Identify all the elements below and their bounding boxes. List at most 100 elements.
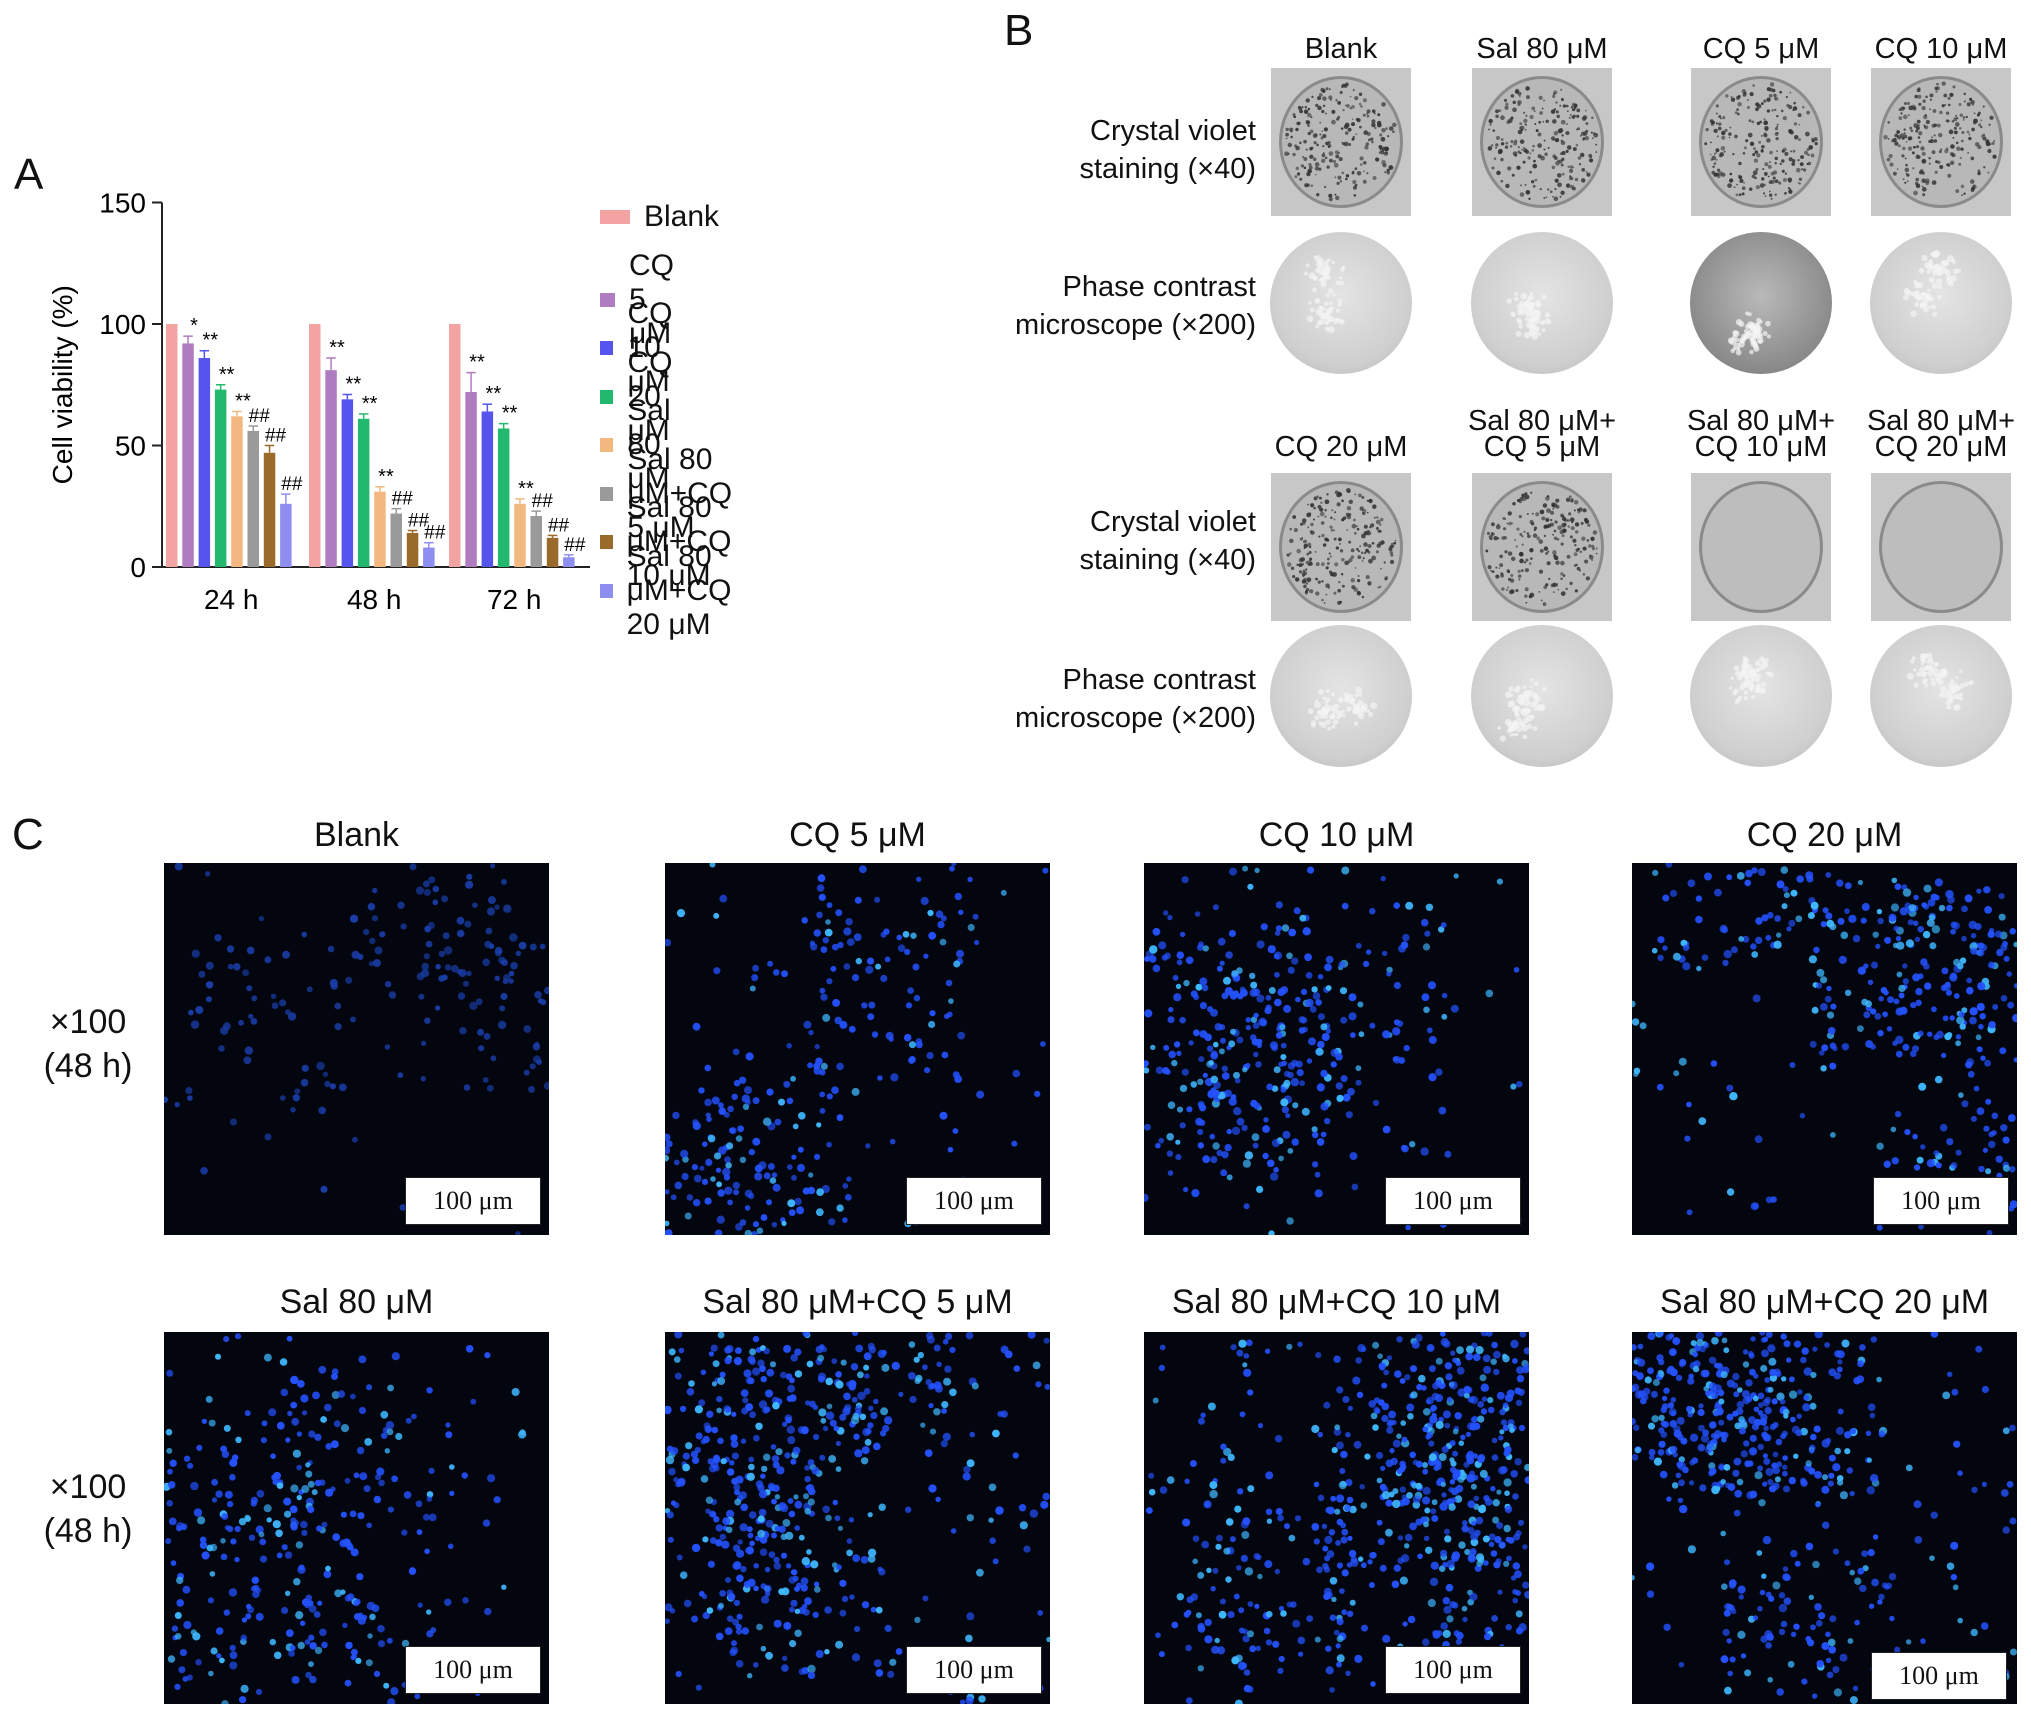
nucleus [1955, 1034, 1962, 1040]
nucleus [1726, 1188, 1735, 1196]
significance-mark: ** [469, 352, 485, 374]
nucleus [1736, 872, 1745, 880]
nucleus [174, 1101, 180, 1108]
colony-dot [1966, 130, 1970, 134]
colony-dot [1301, 579, 1306, 584]
nucleus [873, 1442, 881, 1451]
colony-dot [1514, 139, 1518, 143]
nucleus [790, 1354, 798, 1362]
colony-dot [1369, 526, 1372, 529]
nucleus [719, 894, 728, 903]
nucleus [311, 1489, 318, 1496]
nucleus [1751, 951, 1759, 958]
nucleus [835, 1380, 844, 1389]
colony-dot [1892, 171, 1897, 176]
colony-dot [1769, 150, 1773, 155]
nucleus [1460, 1434, 1466, 1440]
nucleus [331, 1368, 339, 1375]
y-tick-label: 50 [115, 431, 146, 462]
nucleus [885, 1031, 894, 1040]
nucleus [276, 1421, 285, 1430]
colony-dot [1521, 535, 1524, 538]
colony-dot [1313, 496, 1318, 501]
nucleus [1250, 981, 1258, 989]
colony-dot [1348, 540, 1352, 544]
nucleus [377, 1640, 386, 1648]
nucleus [1662, 945, 1668, 951]
nucleus [456, 929, 465, 938]
nucleus [462, 980, 470, 987]
colony-dot [1523, 111, 1526, 114]
nucleus [1275, 901, 1283, 909]
nucleus [1745, 1379, 1753, 1387]
legend-item: CQ 20 μM [600, 346, 689, 448]
colony-dot [1960, 184, 1965, 189]
nucleus [771, 1172, 778, 1178]
nucleus [165, 1538, 172, 1545]
nucleus [807, 1664, 816, 1674]
nucleus [835, 1564, 842, 1571]
colony-dot [1582, 137, 1586, 140]
nucleus [287, 1012, 297, 1021]
cell-blob [1932, 270, 1938, 277]
nucleus [857, 1371, 864, 1379]
nucleus [1447, 1396, 1453, 1402]
colony-dot [1356, 527, 1360, 531]
nucleus [1475, 1346, 1484, 1355]
nucleus [1441, 1445, 1449, 1453]
nucleus [1988, 961, 1995, 969]
nucleus [1988, 1131, 1995, 1138]
nucleus [915, 1374, 923, 1382]
colony-dot [1543, 534, 1547, 538]
colony-dot [1350, 578, 1355, 583]
colony-dot [1319, 121, 1322, 124]
nuclei-layer [1632, 863, 2017, 1235]
legend-item: Sal 80 μM+CQ 5 μM [600, 443, 749, 545]
colony-dot [1570, 106, 1574, 109]
column-title: CQ 20 μM [1221, 432, 1461, 462]
colony-dot [1500, 157, 1504, 162]
nucleus [786, 1043, 792, 1049]
nucleus [424, 1017, 431, 1024]
colony-dot [1306, 552, 1310, 556]
colony-dot [1584, 519, 1590, 524]
colony-dot [1333, 162, 1339, 168]
nucleus [891, 1361, 900, 1371]
nucleus [409, 863, 417, 871]
nucleus [682, 1452, 690, 1460]
nucleus [941, 1401, 949, 1409]
nucleus [1829, 1062, 1837, 1070]
colony-dot [1328, 193, 1333, 198]
cell-blob [1947, 280, 1954, 287]
nucleus [705, 1508, 711, 1514]
nucleus [1305, 972, 1313, 979]
colony-dot [1309, 589, 1314, 594]
colony-dot [1737, 174, 1741, 178]
cell-blob [1936, 278, 1943, 285]
nucleus [972, 913, 979, 920]
colony-dot [1800, 155, 1805, 159]
nucleus [788, 1576, 797, 1584]
well [1879, 76, 2003, 208]
colony-dot [1968, 133, 1971, 136]
colony-dot [1321, 89, 1326, 93]
colony-dot [1535, 527, 1537, 529]
nucleus [843, 927, 852, 936]
nucleus [1300, 988, 1308, 996]
nucleus [1432, 1630, 1441, 1639]
nucleus [316, 1061, 325, 1071]
cell-blob [1507, 701, 1514, 708]
nucleus [241, 1617, 247, 1623]
nucleus [699, 1165, 705, 1171]
cell-blob [1732, 690, 1737, 696]
colony-dot [1325, 141, 1329, 146]
nucleus [1723, 1347, 1730, 1354]
colony-dot [1308, 170, 1311, 173]
colony-dot [1917, 136, 1921, 139]
nucleus [1945, 890, 1954, 899]
colony-dot [1917, 87, 1921, 91]
nucleus [307, 1480, 315, 1488]
colony-dot [1517, 146, 1520, 149]
nucleus [820, 1417, 827, 1424]
cell-blob [1755, 659, 1761, 666]
